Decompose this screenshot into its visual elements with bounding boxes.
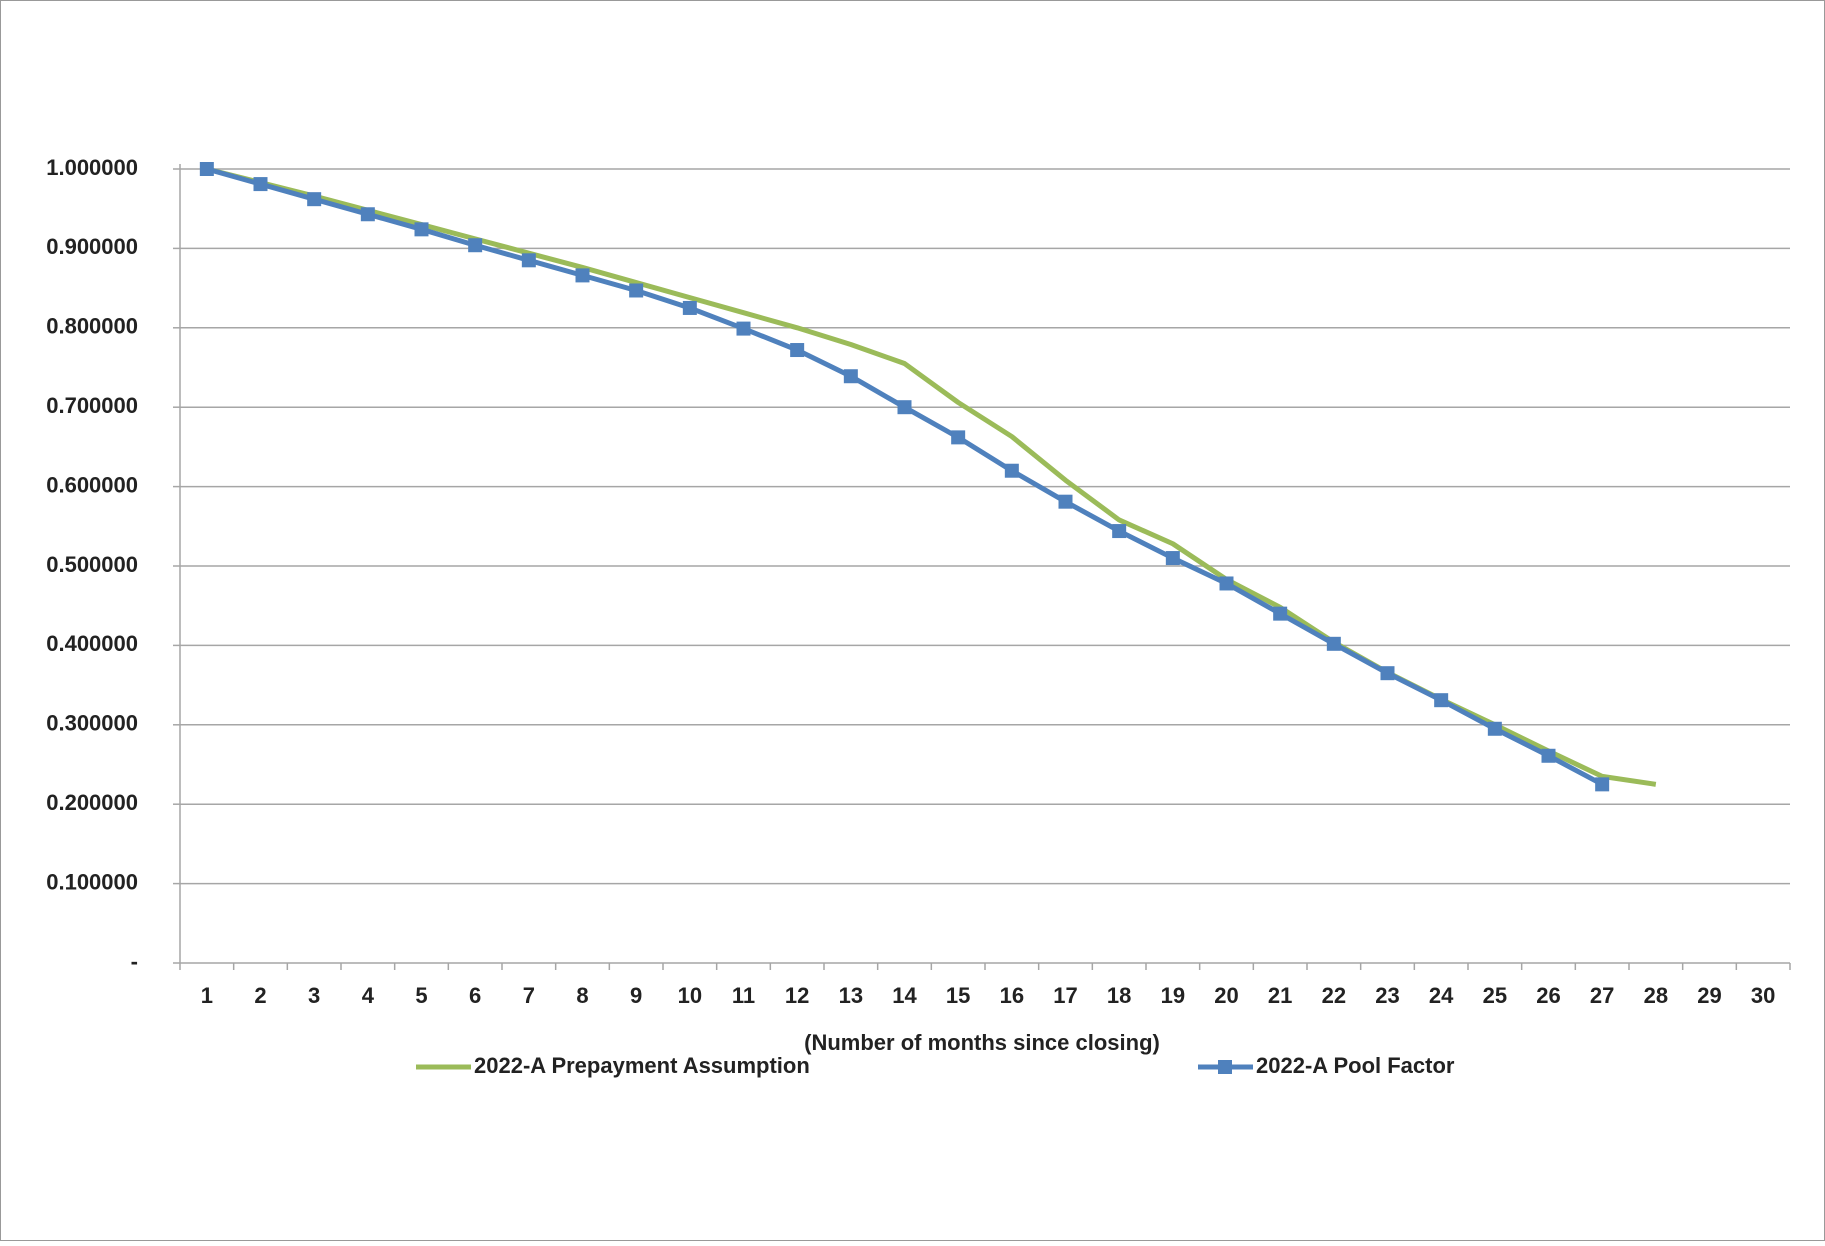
legend-label: 2022-A Prepayment Assumption — [474, 1053, 810, 1078]
series-marker — [790, 343, 805, 358]
series-marker — [1112, 524, 1127, 539]
x-tick-label: 9 — [630, 983, 642, 1008]
y-tick-label: 1.000000 — [46, 155, 138, 180]
y-tick-label: 0.100000 — [46, 869, 138, 894]
series-marker — [1165, 551, 1180, 566]
x-tick-label: 30 — [1751, 983, 1775, 1008]
series-marker — [682, 300, 697, 315]
legend-label: 2022-A Pool Factor — [1256, 1053, 1455, 1078]
series-marker — [1380, 666, 1395, 681]
x-tick-label: 16 — [1000, 983, 1024, 1008]
series-marker — [414, 222, 429, 237]
series-marker — [468, 238, 483, 253]
y-tick-label: 0.200000 — [46, 790, 138, 815]
y-tick-label: 0.400000 — [46, 631, 138, 656]
x-tick-label: 18 — [1107, 983, 1131, 1008]
series-marker — [1326, 636, 1341, 651]
series-marker — [1595, 777, 1610, 792]
x-tick-label: 3 — [308, 983, 320, 1008]
series-marker — [843, 369, 858, 384]
x-tick-label: 21 — [1268, 983, 1292, 1008]
series-marker — [736, 321, 751, 336]
x-tick-label: 28 — [1644, 983, 1668, 1008]
x-tick-label: 17 — [1053, 983, 1077, 1008]
x-tick-label: 15 — [946, 983, 970, 1008]
y-tick-label: 0.800000 — [46, 314, 138, 339]
x-tick-label: 8 — [576, 983, 588, 1008]
x-tick-label: 14 — [892, 983, 917, 1008]
x-tick-label: 5 — [415, 983, 427, 1008]
x-tick-label: 19 — [1161, 983, 1185, 1008]
series-marker — [199, 162, 214, 176]
legend-marker — [1218, 1060, 1232, 1074]
series-marker — [1004, 463, 1019, 478]
x-tick-label: 13 — [839, 983, 863, 1008]
series-marker — [951, 430, 966, 445]
series-marker — [1434, 693, 1449, 708]
x-tick-label: 4 — [362, 983, 375, 1008]
x-tick-label: 12 — [785, 983, 809, 1008]
y-tick-label: 0.700000 — [46, 393, 138, 418]
x-tick-label: 29 — [1697, 983, 1721, 1008]
x-tick-label: 25 — [1483, 983, 1507, 1008]
x-tick-label: 22 — [1322, 983, 1346, 1008]
x-tick-label: 20 — [1214, 983, 1238, 1008]
y-tick-label: 0.300000 — [46, 711, 138, 736]
series-marker — [1219, 576, 1234, 591]
x-tick-label: 26 — [1536, 983, 1560, 1008]
series-marker — [307, 192, 322, 207]
x-tick-label: 7 — [523, 983, 535, 1008]
y-tick-label: 0.900000 — [46, 234, 138, 259]
x-tick-label: 11 — [732, 983, 755, 1008]
series-marker — [1487, 721, 1502, 736]
series-marker — [1058, 494, 1073, 509]
x-tick-label: 6 — [469, 983, 481, 1008]
x-tick-label: 24 — [1429, 983, 1454, 1008]
x-tick-label: 23 — [1375, 983, 1399, 1008]
y-tick-label: - — [131, 949, 138, 974]
x-tick-label: 1 — [201, 983, 213, 1008]
series-marker — [575, 268, 590, 283]
series-marker — [521, 253, 536, 268]
x-tick-label: 27 — [1590, 983, 1614, 1008]
series-marker — [1541, 748, 1556, 763]
series-marker — [897, 400, 912, 415]
series-marker — [253, 177, 268, 192]
x-tick-label: 10 — [678, 983, 702, 1008]
y-tick-label: 0.500000 — [46, 552, 138, 577]
series-marker — [629, 283, 644, 298]
series-marker — [360, 207, 375, 222]
x-axis-label: (Number of months since closing) — [804, 1030, 1160, 1055]
series-marker — [1273, 606, 1288, 621]
y-tick-label: 0.600000 — [46, 472, 138, 497]
x-tick-label: 2 — [254, 983, 266, 1008]
